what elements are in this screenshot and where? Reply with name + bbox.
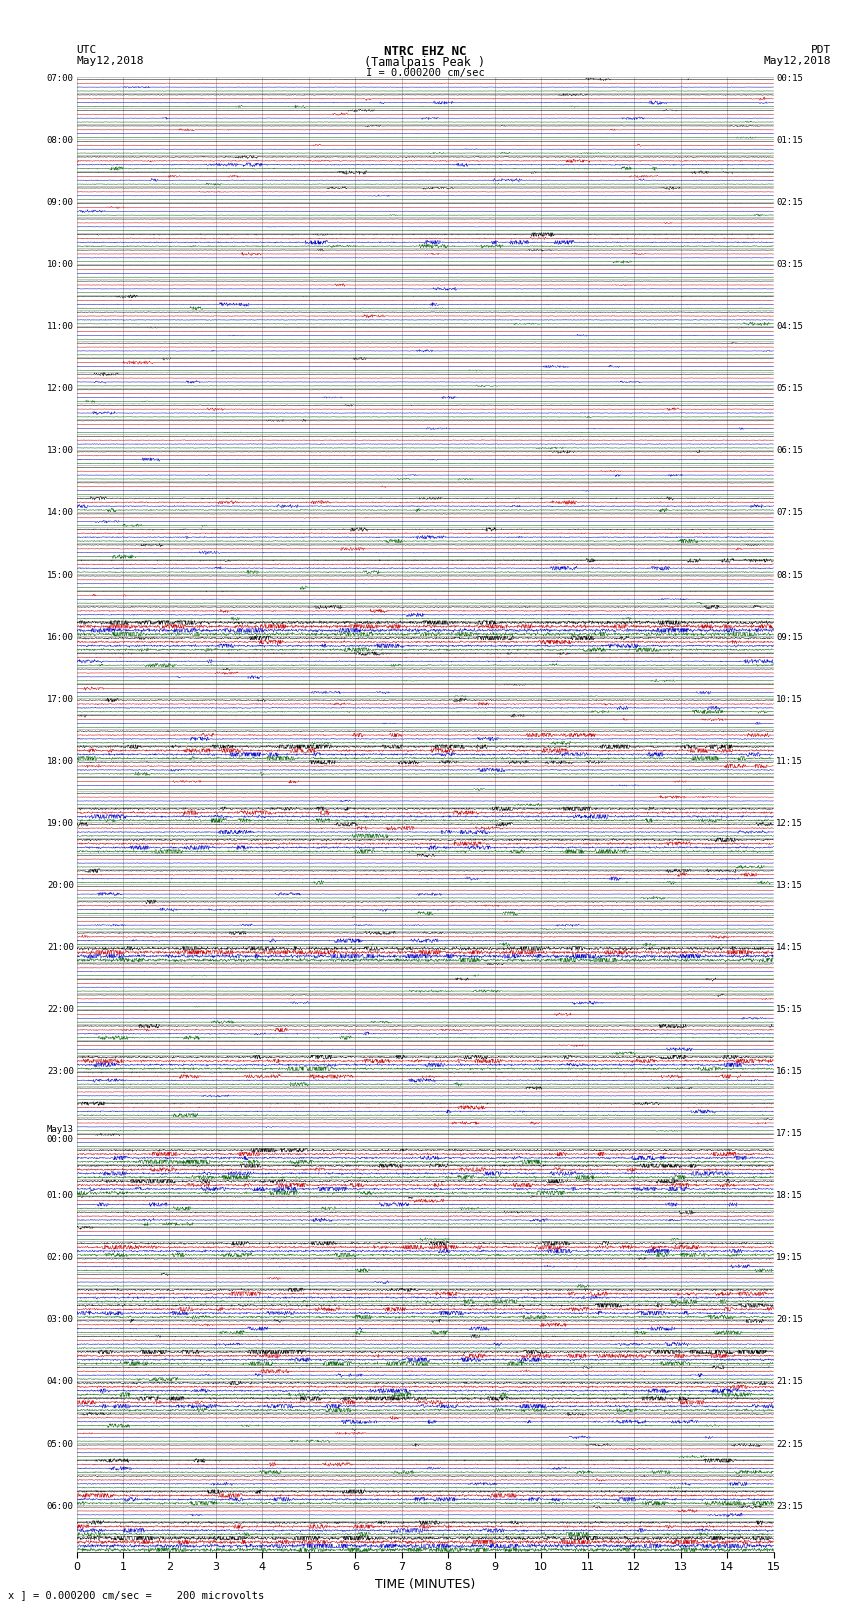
Text: May12,2018: May12,2018 (76, 56, 144, 66)
Text: PDT: PDT (811, 45, 830, 55)
X-axis label: TIME (MINUTES): TIME (MINUTES) (375, 1578, 475, 1590)
Text: UTC: UTC (76, 45, 97, 55)
Text: I = 0.000200 cm/sec: I = 0.000200 cm/sec (366, 68, 484, 77)
Text: (Tamalpais Peak ): (Tamalpais Peak ) (365, 56, 485, 69)
Text: May12,2018: May12,2018 (763, 56, 830, 66)
Text: NTRC EHZ NC: NTRC EHZ NC (383, 45, 467, 58)
Text: x ] = 0.000200 cm/sec =    200 microvolts: x ] = 0.000200 cm/sec = 200 microvolts (8, 1590, 264, 1600)
